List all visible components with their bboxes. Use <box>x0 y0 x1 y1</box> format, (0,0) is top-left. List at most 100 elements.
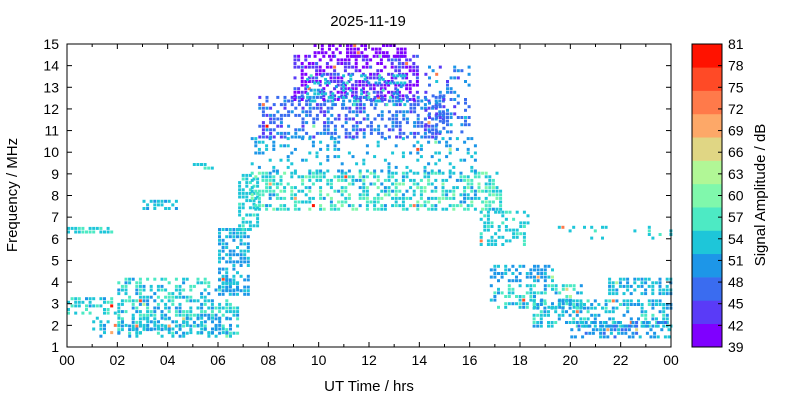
heatmap-cell <box>256 213 260 217</box>
heatmap-cell <box>424 108 428 112</box>
heatmap-cell <box>515 302 518 306</box>
heatmap-cell <box>437 140 441 144</box>
heatmap-cell <box>160 323 164 327</box>
heatmap-cell <box>156 324 160 328</box>
heatmap-cell <box>200 323 204 327</box>
heatmap-cell <box>430 169 434 173</box>
heatmap-cell <box>128 334 132 338</box>
heatmap-cell <box>606 328 610 332</box>
heatmap-cell <box>419 178 423 182</box>
heatmap-cell <box>662 303 666 306</box>
heatmap-cell <box>662 324 666 328</box>
heatmap-cell <box>248 181 252 185</box>
heatmap-cell <box>434 99 438 103</box>
heatmap-cell <box>416 103 420 107</box>
heatmap-cell <box>626 277 630 281</box>
heatmap-cell <box>583 306 586 310</box>
heatmap-cell <box>637 317 640 321</box>
heatmap-cell <box>522 225 526 228</box>
heatmap-cell <box>403 51 407 55</box>
heatmap-cell <box>405 65 409 69</box>
colorbar-label: Signal Amplitude / dB <box>752 124 769 267</box>
heatmap-cell <box>304 90 308 94</box>
heatmap-cell <box>322 72 326 76</box>
heatmap-cell <box>318 69 322 73</box>
heatmap-cell <box>427 200 431 204</box>
heatmap-cell <box>239 231 243 235</box>
heatmap-cell <box>232 282 236 285</box>
heatmap-cell <box>268 175 272 179</box>
heatmap-cell <box>117 292 121 296</box>
heatmap-cell <box>533 275 536 279</box>
heatmap-cell <box>515 228 519 232</box>
heatmap-cell <box>479 217 483 221</box>
heatmap-cell <box>239 264 243 267</box>
heatmap-cell <box>228 317 232 321</box>
heatmap-cell <box>349 51 353 55</box>
heatmap-cell <box>232 292 236 296</box>
heatmap-cell <box>398 124 402 128</box>
heatmap-cell <box>174 306 178 310</box>
heatmap-cell <box>185 313 189 317</box>
heatmap-cell <box>405 62 409 65</box>
heatmap-cell <box>499 193 503 197</box>
heatmap-cell <box>268 186 272 190</box>
heatmap-cell <box>228 260 232 264</box>
heatmap-cell <box>311 144 315 148</box>
heatmap-cell <box>243 278 247 282</box>
heatmap-cell <box>608 288 612 292</box>
heatmap-cell <box>218 302 222 306</box>
heatmap-cell <box>398 135 402 139</box>
colorbar-tick-label: 39 <box>728 339 744 355</box>
heatmap-cell <box>484 207 488 211</box>
heatmap-cell <box>665 292 669 296</box>
heatmap-cell <box>238 202 242 206</box>
heatmap-cell <box>615 324 619 328</box>
heatmap-cell <box>320 47 324 51</box>
heatmap-cell <box>408 69 412 73</box>
heatmap-cell <box>256 206 260 210</box>
heatmap-cell <box>394 178 398 182</box>
heatmap-cell <box>362 189 366 193</box>
heatmap-cell <box>365 144 369 148</box>
heatmap-cell <box>311 171 315 175</box>
heatmap-cell <box>354 87 358 91</box>
heatmap-cell <box>333 65 337 69</box>
heatmap-cell <box>572 287 576 291</box>
heatmap-cell <box>250 171 254 175</box>
heatmap-cell <box>355 124 359 128</box>
heatmap-cell <box>460 69 464 73</box>
heatmap-cell <box>388 81 392 85</box>
heatmap-cell <box>343 87 347 91</box>
heatmap-cell <box>337 207 341 211</box>
heatmap-cell <box>239 249 243 253</box>
heatmap-cell <box>473 158 477 162</box>
heatmap-cell <box>330 121 334 125</box>
heatmap-cell <box>311 76 315 80</box>
heatmap-cell <box>329 76 333 80</box>
heatmap-cell <box>515 210 519 214</box>
heatmap-cell <box>135 299 139 303</box>
heatmap-cell <box>583 225 586 229</box>
heatmap-cell <box>236 331 240 335</box>
heatmap-cell <box>491 178 495 182</box>
heatmap-cell <box>519 225 523 228</box>
heatmap-cell <box>572 299 576 303</box>
heatmap-cell <box>378 99 382 103</box>
heatmap-cell <box>424 98 428 101</box>
heatmap-cell <box>203 310 207 314</box>
heatmap-cell <box>340 83 344 87</box>
heatmap-cell <box>279 196 283 200</box>
heatmap-cell <box>467 116 471 119</box>
heatmap-cell <box>415 72 419 76</box>
heatmap-cell <box>319 147 323 151</box>
heatmap-cell <box>665 317 669 321</box>
heatmap-cell <box>348 110 352 114</box>
heatmap-cell <box>218 327 222 331</box>
heatmap-cell <box>221 274 225 278</box>
heatmap-cell <box>301 158 305 162</box>
heatmap-cell <box>171 299 175 303</box>
heatmap-cell <box>347 193 351 197</box>
heatmap-cell <box>413 124 417 128</box>
heatmap-cell <box>189 288 193 292</box>
